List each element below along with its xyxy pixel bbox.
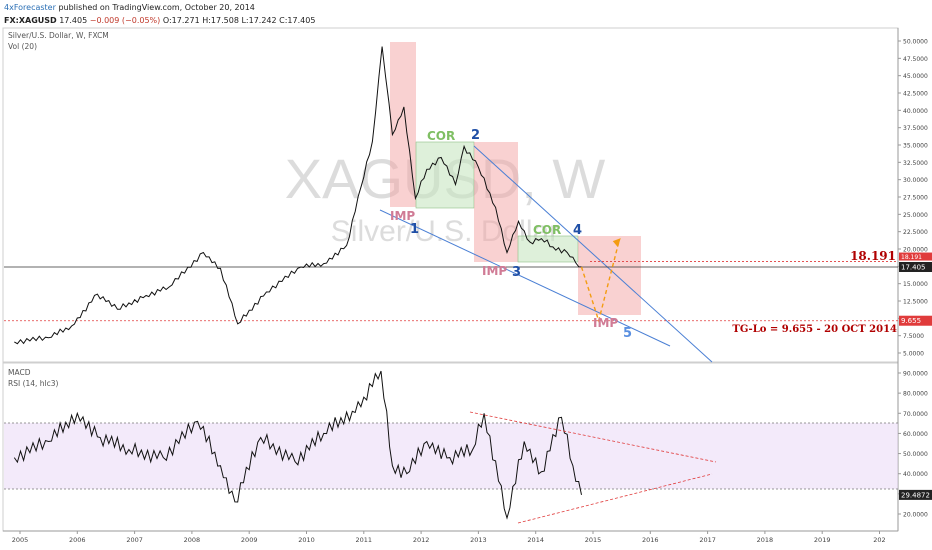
wave-label-cor: COR	[427, 129, 455, 143]
last-price: 17.405	[59, 16, 88, 25]
time-axis: 2005 2006 2007 2008 2009 2010 2011 2012 2013 2014…	[12, 531, 886, 544]
time-tick-label: 2009	[241, 536, 258, 544]
tg-lo-annotation: TG-Lo = 9.655 - 20 OCT 2014	[732, 324, 897, 335]
price-tick-label: 50.0000	[903, 39, 928, 46]
level-annotation: 18.191	[850, 249, 896, 263]
price-tick-label: 25.0000	[903, 212, 928, 219]
rsi-tick-label: 60.0000	[903, 431, 928, 438]
time-tick-label: 2005	[12, 536, 29, 544]
imp-box-3	[578, 236, 641, 315]
wave-label-number: 2	[471, 128, 480, 143]
wave-label-number: 5	[623, 326, 632, 341]
time-tick-label: 2019	[814, 536, 831, 544]
time-tick-label: 2017	[699, 536, 716, 544]
imp-box-2	[474, 142, 518, 262]
price-tick-label: 40.0000	[903, 108, 928, 115]
pane-title: Silver/U.S. Dollar, W, FXCM	[8, 31, 109, 40]
price-tick-label: 7.5000	[903, 333, 924, 340]
price-tick-label: 32.5000	[903, 160, 928, 167]
rsi-triangle-upper	[469, 411, 717, 463]
time-tick-label: 2018	[757, 536, 774, 544]
wave-label-number: 4	[573, 223, 582, 238]
wave-label-imp: IMP	[593, 316, 618, 330]
time-tick-label: 2015	[585, 536, 602, 544]
price-tick-label: 47.5000	[903, 56, 928, 63]
cor-box-1	[415, 141, 475, 209]
imp-box-1	[390, 42, 416, 207]
publisher-name[interactable]: 4xForecaster	[4, 3, 56, 12]
time-tick-label: 2014	[527, 536, 544, 544]
price-tick-label: 5.0000	[903, 351, 924, 358]
symbol-name: FX:XAGUSD	[4, 16, 57, 25]
price-change: −0.009 (−0.05%)	[89, 16, 161, 25]
price-axis: 50.0000 47.5000 45.0000 42.5000 40.0000 37.50…	[898, 39, 928, 358]
wave-label-number: 3	[512, 265, 521, 280]
publisher-line: 4xForecaster published on TradingView.co…	[4, 3, 255, 12]
level-tag-text: 18.191	[901, 254, 922, 261]
projection-path	[580, 241, 620, 324]
time-tick-label: 2013	[470, 536, 487, 544]
time-tick-label: 2011	[356, 536, 373, 544]
rsi-last-tag: 29.4872	[899, 489, 932, 500]
wave-label-cor: COR	[533, 223, 561, 237]
price-series-line	[14, 46, 582, 345]
price-tick-label: 42.5000	[903, 91, 928, 98]
wave-label-imp: IMP	[482, 264, 507, 278]
time-tick-label: 2006	[69, 536, 86, 544]
rsi-label: RSI (14, hlc3)	[8, 379, 59, 388]
volume-label: Vol (20)	[8, 42, 37, 51]
time-tick-label: 2016	[642, 536, 659, 544]
wave-label-imp: IMP	[390, 209, 415, 223]
macd-label: MACD	[8, 368, 31, 377]
wedge-lower-trendline	[379, 209, 671, 347]
cor-box-2	[517, 235, 579, 263]
rsi-tick-label: 50.0000	[903, 451, 928, 458]
projection-arrow-icon	[612, 238, 621, 248]
last-price-tag-text: 17.405	[901, 263, 926, 271]
rsi-band	[4, 423, 898, 489]
time-tick-label: 2008	[184, 536, 201, 544]
tg-tag: 9.655	[899, 315, 932, 326]
time-tick-label: 2010	[298, 536, 315, 544]
wave-label-number: 1	[410, 222, 419, 237]
price-tick-label: 37.5000	[903, 125, 928, 132]
rsi-triangle-lower	[517, 473, 713, 524]
ohlc-values: O:17.271 H:17.508 L:17.242 C:17.405	[162, 16, 316, 25]
level-tag: 18.191	[899, 252, 932, 261]
published-text: published on TradingView.com, October 20…	[58, 3, 255, 12]
rsi-tick-label: 40.0000	[903, 471, 928, 478]
price-tick-label: 45.0000	[903, 73, 928, 80]
tg-tag-text: 9.655	[901, 317, 921, 325]
rsi-last-tag-text: 29.4872	[901, 491, 930, 499]
rsi-tick-label: 80.0000	[903, 391, 928, 398]
time-tick-label: 202	[873, 536, 885, 544]
rsi-tick-label: 90.0000	[903, 371, 928, 378]
price-tick-label: 22.5000	[903, 229, 928, 236]
last-price-tag: 17.405	[899, 261, 932, 272]
price-tick-label: 27.5000	[903, 195, 928, 202]
price-tick-label: 20.0000	[903, 247, 928, 254]
price-tick-label: 35.0000	[903, 143, 928, 150]
rsi-tick-label: 20.0000	[903, 512, 928, 519]
symbol-line: FX:XAGUSD 17.405 −0.009 (−0.05%) O:17.27…	[4, 16, 315, 25]
price-tick-label: 15.0000	[903, 281, 928, 288]
price-tick-label: 12.5000	[903, 299, 928, 306]
rsi-series-line	[13, 370, 582, 520]
time-tick-label: 2007	[126, 536, 143, 544]
time-tick-label: 2012	[413, 536, 430, 544]
wedge-upper-trendline	[473, 145, 713, 363]
rsi-tick-label: 70.0000	[903, 411, 928, 418]
price-tick-label: 30.0000	[903, 177, 928, 184]
